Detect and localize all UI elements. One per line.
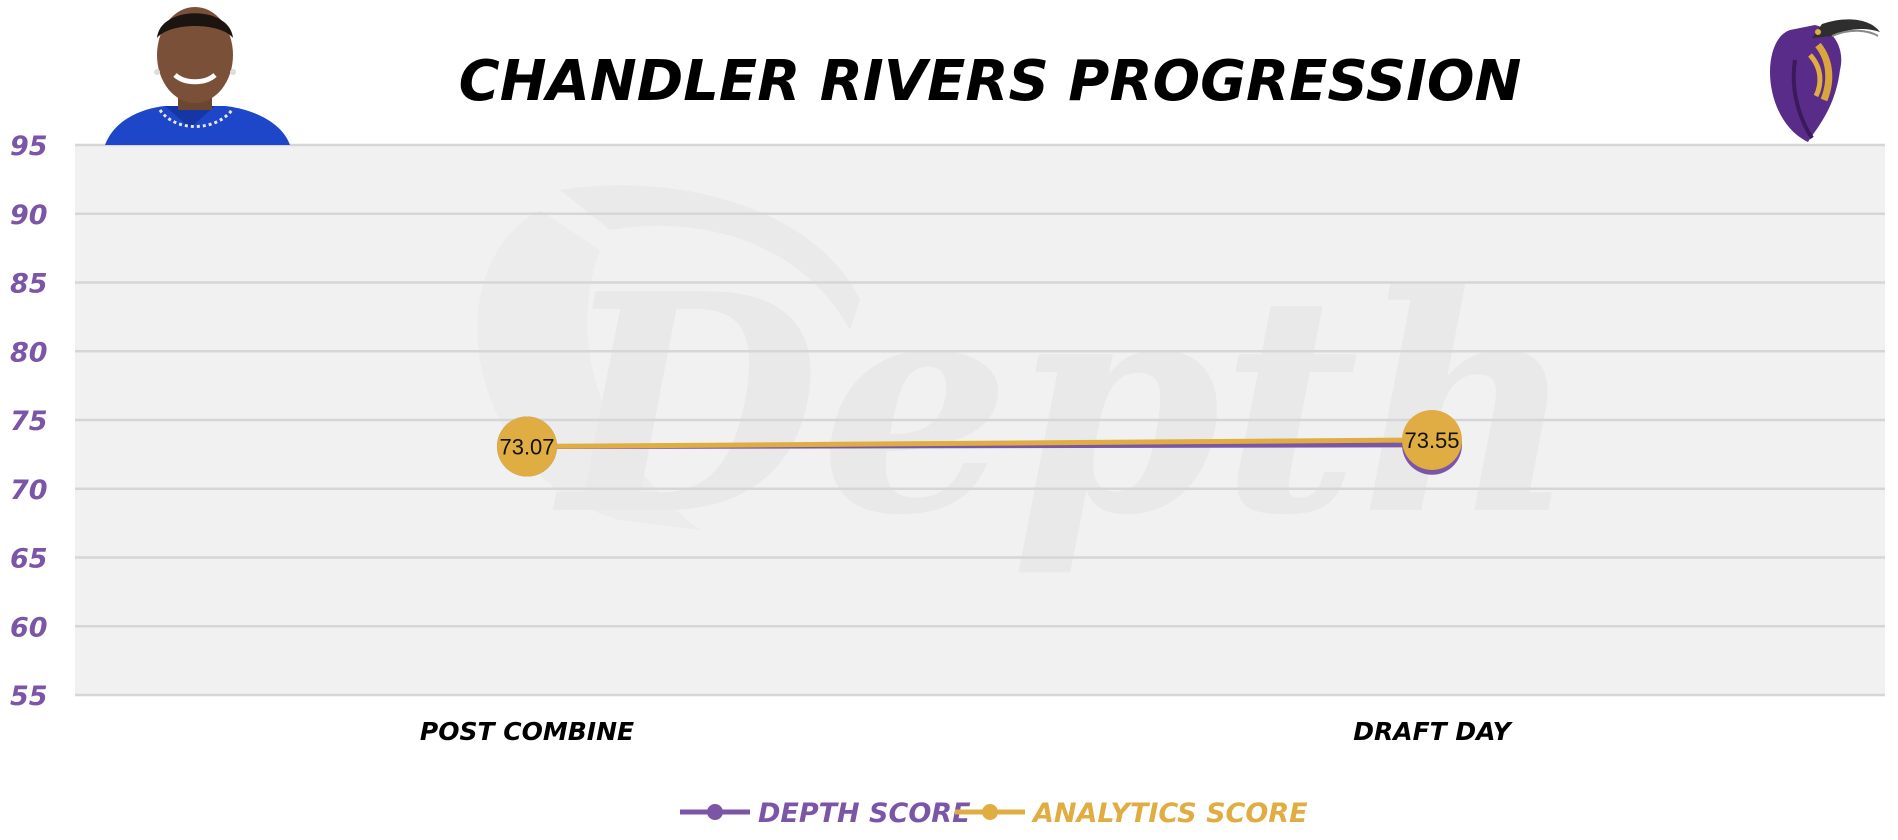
purple-raven-logo <box>1770 19 1880 142</box>
legend-label-depth: DEPTH SCORE <box>758 798 971 829</box>
x-tick-label: DRAFT DAY <box>1353 717 1513 746</box>
series-lines <box>526 437 1433 450</box>
data-point <box>1402 409 1462 470</box>
legend: DEPTH SCORE ANALYTICS SCORE <box>680 798 1308 829</box>
chart-title: CHANDLER RIVERS PROGRESSION <box>459 49 1522 114</box>
y-tick-label: 60 <box>10 612 48 643</box>
y-tick-label: 70 <box>10 475 48 506</box>
data-label: 73.07 <box>499 435 554 460</box>
watermark-text: Depth <box>551 228 1578 581</box>
y-tick-label: 85 <box>10 269 48 300</box>
data-point <box>497 416 557 477</box>
depth-watermark: Depth <box>477 185 1577 581</box>
y-tick-label: 90 <box>10 200 48 231</box>
series-points: 73.07 73.55 <box>497 409 1462 477</box>
y-tick-label: 75 <box>10 406 48 437</box>
legend-item-depth: DEPTH SCORE <box>680 798 971 829</box>
y-tick-label: 95 <box>10 131 48 162</box>
x-tick-label: POST COMBINE <box>420 717 634 746</box>
y-tick-label: 55 <box>10 681 48 712</box>
y-tick-label: 80 <box>10 337 48 368</box>
legend-label-analytics: ANALYTICS SCORE <box>1031 798 1308 829</box>
series-line <box>526 437 1433 450</box>
gridlines <box>75 143 1885 697</box>
y-tick-label: 65 <box>10 544 48 575</box>
y-axis-ticks: 95 90 85 80 75 70 65 60 55 <box>10 131 48 712</box>
legend-item-analytics: ANALYTICS SCORE <box>955 798 1308 829</box>
player-headshot <box>105 7 290 145</box>
x-axis-ticks: POST COMBINE DRAFT DAY <box>420 717 1514 746</box>
data-label: 73.55 <box>1404 428 1459 453</box>
